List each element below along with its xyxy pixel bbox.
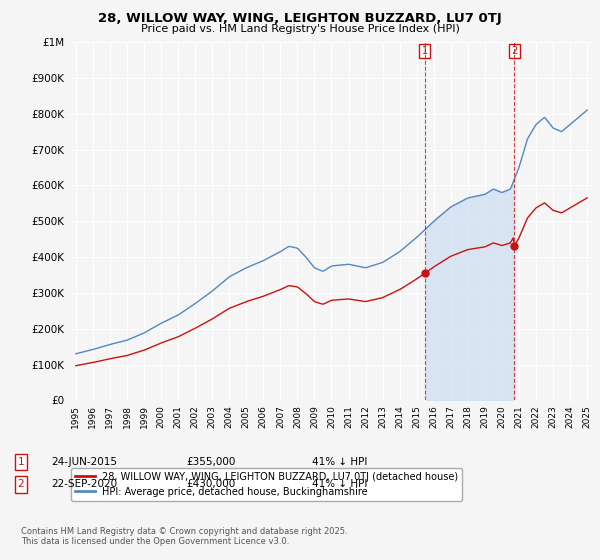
- Legend: 28, WILLOW WAY, WING, LEIGHTON BUZZARD, LU7 0TJ (detached house), HPI: Average p: 28, WILLOW WAY, WING, LEIGHTON BUZZARD, …: [71, 468, 463, 501]
- Text: 1: 1: [422, 46, 428, 56]
- Text: 1: 1: [17, 457, 25, 467]
- Text: Contains HM Land Registry data © Crown copyright and database right 2025.
This d: Contains HM Land Registry data © Crown c…: [21, 526, 347, 546]
- Text: £355,000: £355,000: [186, 457, 235, 467]
- Text: 41% ↓ HPI: 41% ↓ HPI: [312, 479, 367, 489]
- Text: 2: 2: [17, 479, 25, 489]
- Text: £430,000: £430,000: [186, 479, 235, 489]
- Text: 22-SEP-2020: 22-SEP-2020: [51, 479, 117, 489]
- Text: 41% ↓ HPI: 41% ↓ HPI: [312, 457, 367, 467]
- Text: 2: 2: [511, 46, 517, 56]
- Text: 28, WILLOW WAY, WING, LEIGHTON BUZZARD, LU7 0TJ: 28, WILLOW WAY, WING, LEIGHTON BUZZARD, …: [98, 12, 502, 25]
- Text: 24-JUN-2015: 24-JUN-2015: [51, 457, 117, 467]
- Text: Price paid vs. HM Land Registry's House Price Index (HPI): Price paid vs. HM Land Registry's House …: [140, 24, 460, 34]
